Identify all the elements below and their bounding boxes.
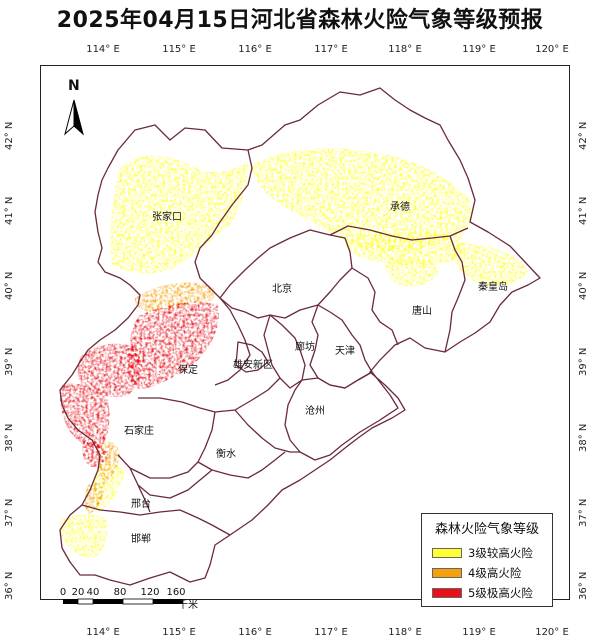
city-shijiazhuang: 石家庄 — [124, 426, 154, 437]
top-tick-119: 119° E — [462, 44, 496, 55]
city-xingtai: 邢台 — [131, 499, 151, 510]
boundaries — [59, 87, 541, 586]
level3-zhangjiakou — [110, 155, 249, 274]
city-qinhuangdao: 秦皇岛 — [478, 282, 508, 293]
bottom-tick-120: 120° E — [535, 627, 569, 638]
top-tick-118: 118° E — [388, 44, 422, 55]
divider-xt-hd — [81, 504, 231, 536]
level3-areas — [60, 148, 530, 559]
city-hengshui: 衡水 — [216, 449, 236, 460]
legend-title: 森林火险气象等级 — [434, 522, 539, 537]
divider-zjk-cd — [211, 149, 253, 236]
bottom-tick-116: 116° E — [238, 627, 272, 638]
legend: 森林火险气象等级 3级较高火险 4级高火险 5级极高火险 — [421, 513, 553, 607]
level5-baoding-west — [77, 343, 142, 397]
north-label: N — [68, 78, 80, 94]
legend-item-level4: 4级高火险 — [432, 565, 521, 581]
bottom-tick-114: 114° E — [86, 627, 120, 638]
city-xiongan: 雄安新区 — [233, 360, 273, 371]
scale-label-160: 160 — [166, 587, 186, 598]
level3-tangshan — [385, 258, 440, 287]
legend-swatch-level5 — [432, 588, 462, 598]
legend-label-level3: 3级较高火险 — [468, 546, 533, 560]
scale-label-0: 0 — [59, 587, 67, 598]
top-tick-117: 117° E — [314, 44, 348, 55]
divider-hs-cz — [234, 409, 300, 453]
map-title: 2025年04月15日河北省森林火险气象等级预报 — [56, 8, 544, 33]
divider-zjk-bj — [194, 234, 221, 299]
legend-swatch-level4 — [432, 568, 462, 578]
north-arrow-icon — [64, 99, 84, 136]
handan-inner — [137, 484, 151, 513]
level5-baoding — [127, 302, 219, 390]
divider-bd-xa — [214, 297, 251, 386]
scale-label-80: 80 — [113, 587, 127, 598]
scale-bar — [63, 598, 183, 605]
level3-chengde — [250, 148, 472, 252]
scale-label-40: 40 — [86, 587, 100, 598]
level3-handan — [60, 514, 108, 559]
hebei-outline — [59, 87, 541, 586]
city-tangshan: 唐山 — [412, 306, 432, 317]
scale-label-120: 120 — [140, 587, 160, 598]
bottom-tick-115: 115° E — [162, 627, 196, 638]
legend-swatch-level3 — [432, 548, 462, 558]
cangzhou-divider — [284, 371, 399, 461]
hengshui-south — [197, 451, 286, 479]
city-chengde: 承德 — [390, 202, 410, 213]
legend-label-level4: 4级高火险 — [468, 566, 522, 580]
xiongan-outline — [235, 341, 269, 373]
city-baoding: 保定 — [178, 365, 198, 376]
city-langfang: 廊坊 — [295, 342, 315, 353]
level5-shijiazhuang — [59, 383, 110, 449]
legend-label-level5: 5级极高火险 — [468, 586, 533, 600]
top-tick-116: 116° E — [238, 44, 272, 55]
divider-qhd-ts — [444, 235, 466, 353]
divider-sjz-hs — [117, 411, 216, 479]
city-cangzhou: 沧州 — [305, 406, 325, 417]
top-tick-115: 115° E — [162, 44, 196, 55]
legend-item-level5: 5级极高火险 — [432, 585, 533, 601]
city-tianjin: 天津 — [335, 346, 355, 357]
city-zhangjiakou: 张家口 — [152, 212, 182, 223]
level5-south — [82, 439, 108, 467]
level3-qinhuangdao — [450, 243, 530, 286]
langfang-outline — [263, 314, 306, 389]
level5-areas — [59, 302, 219, 467]
top-tick-114: 114° E — [86, 44, 120, 55]
city-beijing: 北京 — [272, 284, 292, 295]
scale-unit: 千米 — [178, 600, 198, 611]
bottom-tick-117: 117° E — [314, 627, 348, 638]
city-handan: 邯郸 — [131, 534, 151, 545]
scale-label-20: 20 — [71, 587, 85, 598]
divider-cd-south — [329, 225, 469, 241]
legend-item-level3: 3级较高火险 — [432, 545, 533, 561]
bottom-tick-119: 119° E — [462, 627, 496, 638]
bottom-tick-118: 118° E — [388, 627, 422, 638]
beijing-outline — [219, 229, 353, 319]
level3-chengde-south — [344, 232, 466, 266]
top-tick-120: 120° E — [535, 44, 569, 55]
divider-ts-west — [351, 267, 399, 346]
